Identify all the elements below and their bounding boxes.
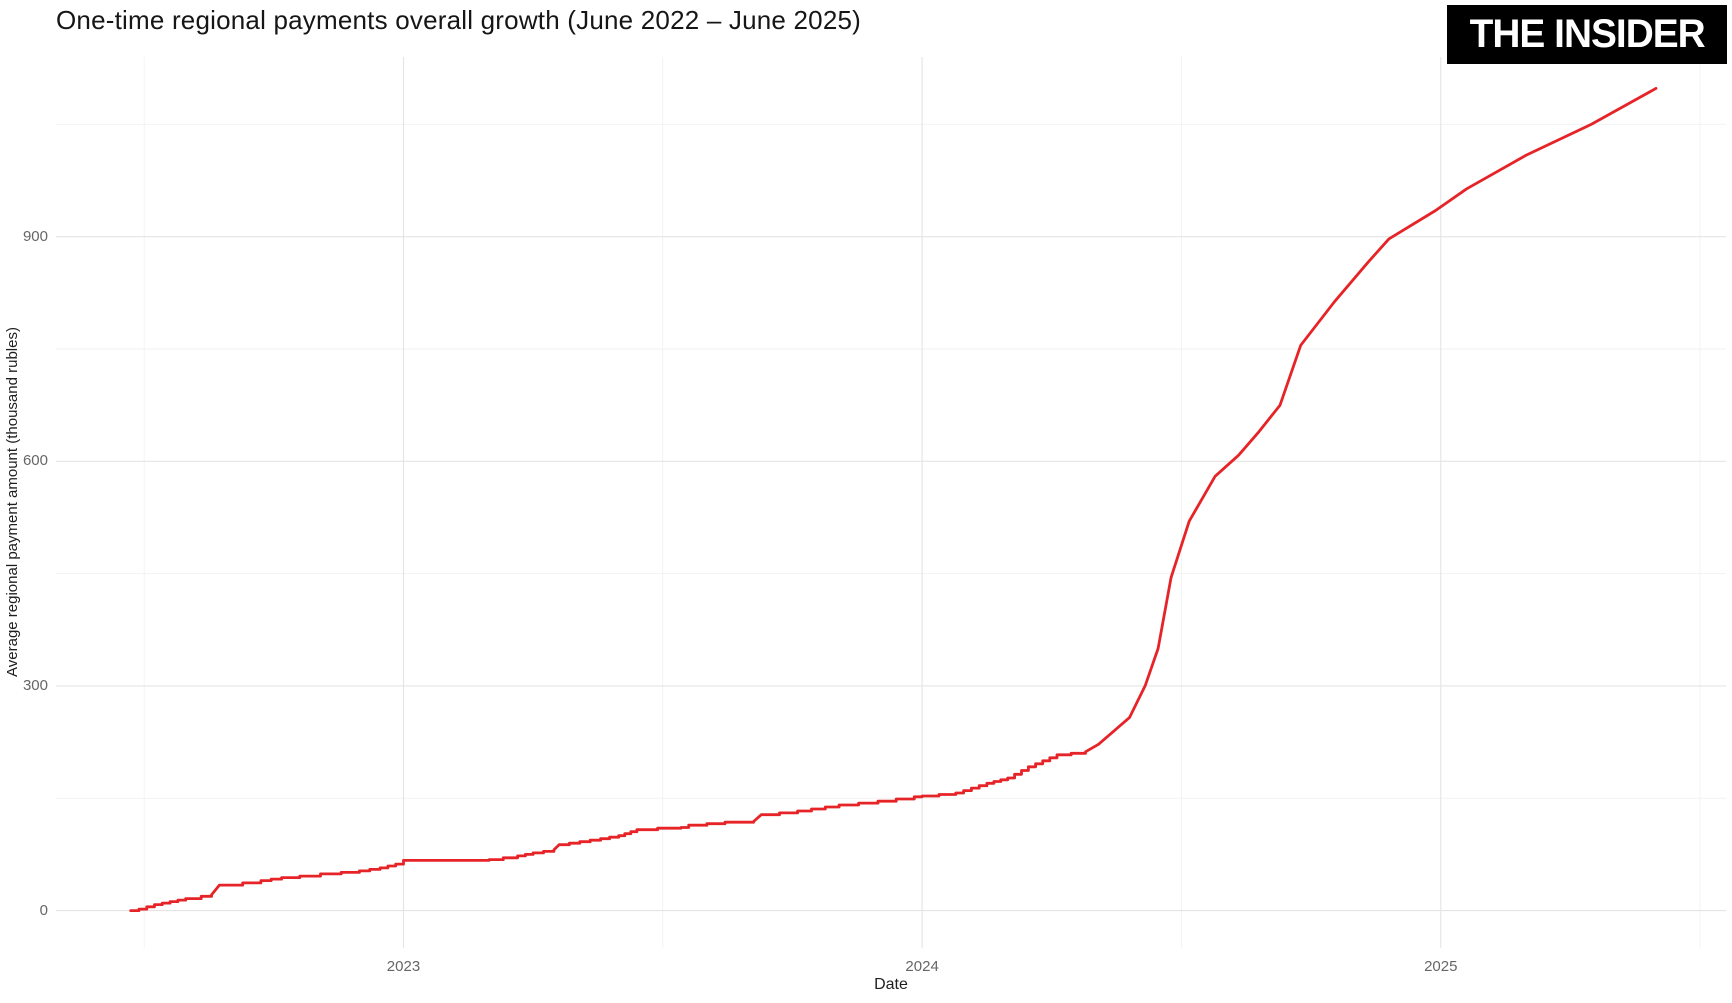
logo-text: THE INSIDER xyxy=(1469,12,1705,56)
y-tick-label: 600 xyxy=(22,452,48,470)
y-tick-label: 900 xyxy=(22,227,48,245)
payment-growth-line xyxy=(129,87,1658,912)
chart-title: One-time regional payments overall growt… xyxy=(56,5,862,35)
y-tick-label: 300 xyxy=(22,676,48,694)
x-axis-title: Date xyxy=(874,976,908,993)
x-tick-label: 2024 xyxy=(905,958,939,975)
y-tick-label: 0 xyxy=(39,901,48,919)
the-insider-logo: THE INSIDER xyxy=(1447,5,1727,64)
x-tick-label: 2023 xyxy=(386,958,421,975)
x-tick-label: 2025 xyxy=(1424,958,1458,975)
